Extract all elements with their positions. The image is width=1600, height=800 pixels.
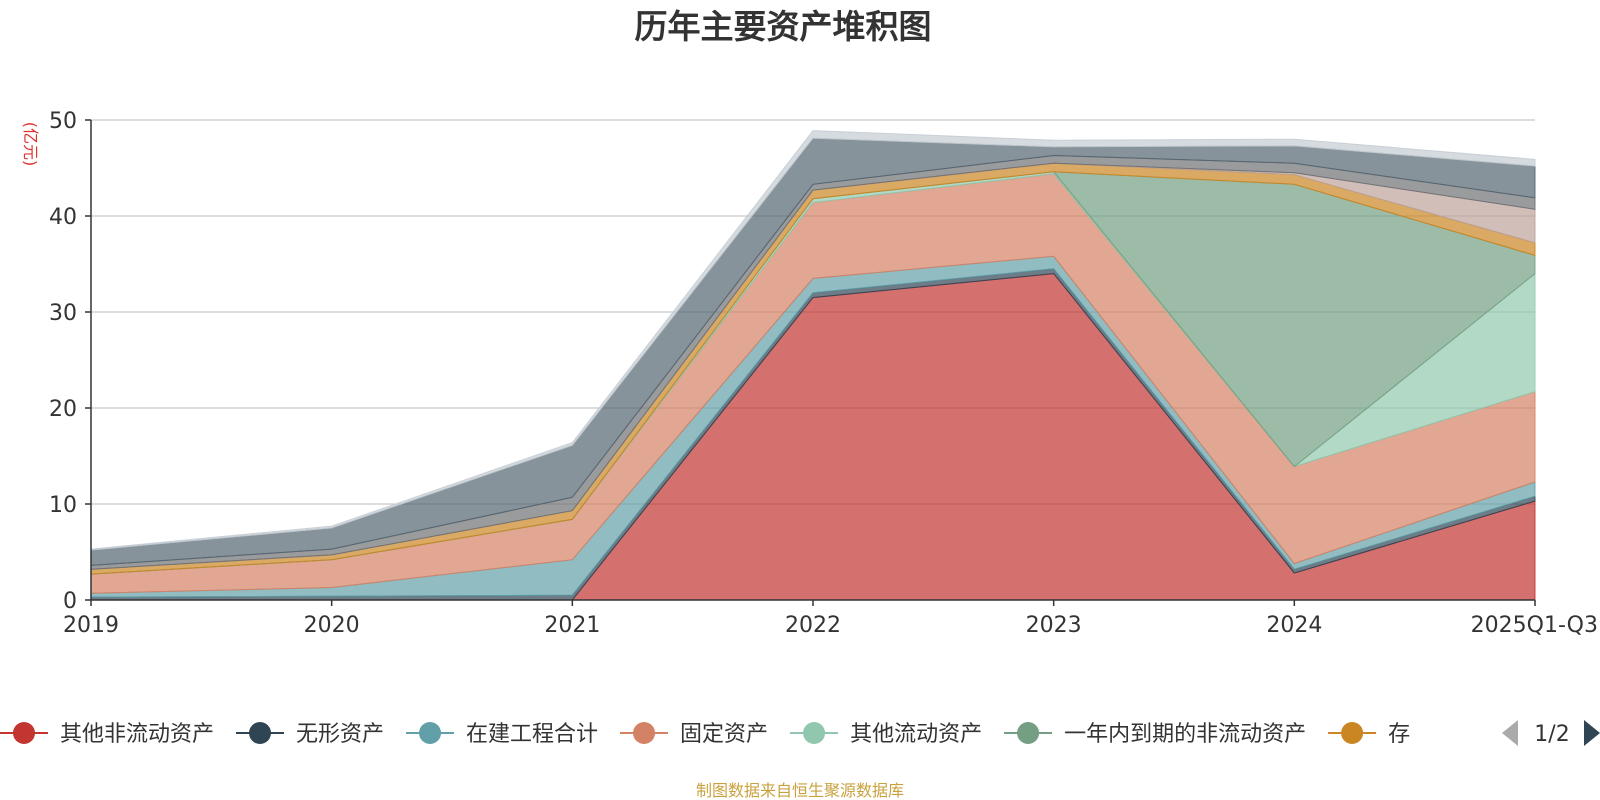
- y-tick-label: 0: [63, 589, 77, 614]
- legend-prev-page-icon[interactable]: [1502, 720, 1518, 746]
- legend-next-page-icon[interactable]: [1584, 720, 1600, 746]
- legend-label: 在建工程合计: [466, 722, 598, 747]
- x-tick-label: 2025Q1-Q3: [1471, 613, 1598, 638]
- legend-item[interactable]: 一年内到期的非流动资产: [1004, 722, 1306, 747]
- legend-swatch-dot: [1017, 722, 1040, 744]
- y-tick-label: 30: [49, 301, 77, 326]
- x-tick-label: 2022: [785, 613, 841, 638]
- legend-label: 一年内到期的非流动资产: [1064, 722, 1306, 747]
- legend-label: 其他流动资产: [850, 722, 982, 747]
- legend-item[interactable]: 其他流动资产: [790, 722, 982, 747]
- legend-item[interactable]: 在建工程合计: [406, 722, 598, 747]
- legend-label: 固定资产: [680, 722, 768, 747]
- x-tick-label: 2021: [544, 613, 600, 638]
- chart-title: 历年主要资产堆积图: [635, 7, 932, 46]
- y-tick-label: 20: [49, 397, 77, 422]
- legend-label: 无形资产: [296, 722, 384, 747]
- legend-item[interactable]: 存: [1328, 722, 1410, 747]
- y-tick-label: 40: [49, 205, 77, 230]
- legend-swatch-dot: [803, 722, 826, 744]
- area-series-group: [90, 130, 1536, 601]
- x-tick-label: 2024: [1266, 613, 1322, 638]
- legend-item[interactable]: 固定资产: [620, 722, 768, 747]
- legend-label: 存: [1388, 722, 1410, 747]
- legend-swatch-dot: [633, 722, 656, 744]
- legend-swatch-dot: [419, 722, 442, 744]
- legend-label: 其他非流动资产: [60, 722, 214, 747]
- legend-page-indicator: 1/2: [1534, 722, 1569, 747]
- y-tick-label: 50: [49, 109, 77, 134]
- legend-item[interactable]: 其他非流动资产: [0, 722, 214, 747]
- x-tick-label: 2020: [304, 613, 360, 638]
- legend: 其他非流动资产 无形资产 在建工程合计 固定资产 其他流动资产 一年内到期的非流动资产 存: [0, 722, 1410, 747]
- x-tick-label: 2023: [1026, 613, 1082, 638]
- legend-swatch-dot: [249, 722, 272, 744]
- legend-pager: 1/2: [1502, 720, 1600, 747]
- data-source-footnote: 制图数据来自恒生聚源数据库: [696, 781, 904, 800]
- area-series-11[interactable]: [90, 130, 1536, 551]
- legend-swatch-dot: [1341, 722, 1364, 744]
- x-tick-label: 2019: [63, 613, 119, 638]
- y-tick-labels: 0 10 20 30 40 50: [49, 109, 91, 614]
- legend-swatch-dot: [13, 722, 35, 744]
- x-tick-labels: 2019 2020 2021 2022 2023 2024 2025Q1-Q3: [63, 600, 1598, 638]
- y-tick-label: 10: [49, 493, 77, 518]
- y-axis-label: (亿元): [21, 122, 40, 167]
- legend-item[interactable]: 无形资产: [236, 722, 384, 747]
